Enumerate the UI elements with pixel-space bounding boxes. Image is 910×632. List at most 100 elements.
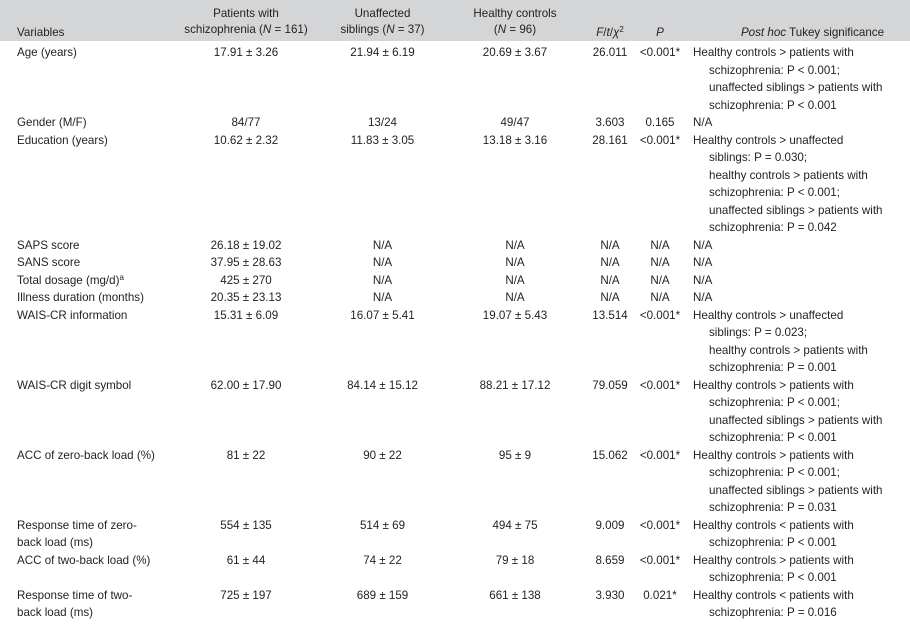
header-row: Variables Patients with schizophrenia (N… <box>0 0 910 44</box>
cell-stat: 13.514 <box>592 308 628 322</box>
cell-siblings: 11.83 ± 3.05 <box>350 133 415 147</box>
cell-p: <0.001* <box>639 553 681 567</box>
cell-patients: 15.31 ± 6.09 <box>213 308 279 322</box>
table-row: ACC of zero-back load (%) 81 ± 22 90 ± 22 9… <box>0 447 910 517</box>
cell-siblings: 689 ± 159 <box>356 588 409 602</box>
cell-p: 0.165 <box>645 116 675 129</box>
cell-variable: Age (years) <box>17 46 77 59</box>
cell-p: <0.001* <box>639 378 681 392</box>
table-row: WAIS-CR digit symbol 62.00 ± 17.90 84.14 ±… <box>0 377 910 447</box>
cell-siblings: 21.94 ± 6.19 <box>350 46 415 59</box>
header-variables: Variables <box>17 26 65 39</box>
cell-posthoc: Healthy controls > patients with schizoph… <box>693 378 883 445</box>
cell-variable: WAIS-CR digit symbol <box>17 378 132 392</box>
table-row: SANS score 37.95 ± 28.63 N/A N/A N/A N/A N/A <box>0 254 910 272</box>
cell-variable: SANS score <box>17 256 81 269</box>
cell-patients: 84/77 <box>231 116 261 129</box>
cell-posthoc: N/A <box>693 116 713 129</box>
cell-stat: 28.161 <box>592 133 628 147</box>
cell-stat: 8.659 <box>595 553 625 567</box>
table-row: Education (years) 10.62 ± 2.32 11.83 ± 3.0… <box>0 132 910 237</box>
cell-patients: 425 ± 270 <box>220 273 272 287</box>
cell-p: N/A <box>650 238 670 252</box>
cell-stat: N/A <box>600 291 620 304</box>
cell-stat: N/A <box>600 256 620 269</box>
cell-p: 0.021* <box>643 588 677 602</box>
cell-patients: 554 ± 135 <box>220 518 272 532</box>
header-statistic: F/t/χ2 <box>596 25 624 40</box>
header-posthoc: Post hoc Tukey significance <box>740 26 885 39</box>
table-row: Illness duration (months) 20.35 ± 23.13 N/… <box>0 289 910 307</box>
cell-stat: 79.059 <box>592 378 628 392</box>
header-patients: Patients with schizophrenia (N = 161) <box>184 7 308 36</box>
cell-posthoc: Healthy controls > unaffected siblings: P… <box>693 133 883 235</box>
cell-posthoc: N/A <box>693 238 713 252</box>
cell-controls: N/A <box>505 291 525 304</box>
cell-variable: ACC of two-back load (%) <box>17 553 151 567</box>
cell-p: <0.001* <box>639 46 681 59</box>
cell-controls: 49/47 <box>500 116 530 129</box>
cell-patients: 20.35 ± 23.13 <box>210 291 282 304</box>
table-row: Response time of two-back load (ms) 725 ±… <box>0 587 910 622</box>
cell-stat: 15.062 <box>592 448 628 462</box>
cell-posthoc: Healthy controls > patients with schizoph… <box>693 448 883 515</box>
cell-posthoc: Healthy controls < patients with schizoph… <box>693 518 854 550</box>
cell-stat: 9.009 <box>595 518 625 532</box>
cell-patients: 37.95 ± 28.63 <box>210 256 282 269</box>
cell-variable: ACC of zero-back load (%) <box>17 448 155 462</box>
cell-variable: Response time of two-back load (ms) <box>17 588 133 620</box>
cell-controls: 661 ± 138 <box>489 588 541 602</box>
cell-posthoc: N/A <box>693 256 713 269</box>
cell-siblings: N/A <box>372 238 393 252</box>
cell-variable: Gender (M/F) <box>17 116 87 129</box>
cell-stat: 26.011 <box>592 46 628 59</box>
table-row: Response time of zero-back load (ms) 554 … <box>0 517 910 552</box>
cell-controls: 19.07 ± 5.43 <box>482 308 548 322</box>
cell-stat: 3.603 <box>595 116 625 129</box>
cell-siblings: 84.14 ± 15.12 <box>347 378 418 392</box>
cell-controls: N/A <box>505 238 525 252</box>
cell-variable: Illness duration (months) <box>17 291 144 304</box>
table-row: WAIS-CR information 15.31 ± 6.09 16.07 ± 5… <box>0 307 910 377</box>
cell-posthoc: N/A <box>693 291 713 304</box>
cell-variable: Response time of zero-back load (ms) <box>17 518 137 550</box>
cell-posthoc: N/A <box>693 273 713 287</box>
cell-posthoc: Healthy controls > patients with schizoph… <box>693 46 883 112</box>
cell-controls: 88.21 ± 17.12 <box>479 378 551 392</box>
table-row: Total dosage (mg/d)a 425 ± 270 N/A N/A N/A N/… <box>0 272 910 290</box>
cell-posthoc: Healthy controls > unaffected siblings: P… <box>693 308 868 375</box>
cell-p: <0.001* <box>639 133 681 147</box>
cell-siblings: 90 ± 22 <box>363 448 402 462</box>
cell-p: <0.001* <box>639 448 681 462</box>
cell-controls: 79 ± 18 <box>495 553 535 567</box>
cell-patients: 10.62 ± 2.32 <box>213 133 279 147</box>
cell-patients: 62.00 ± 17.90 <box>210 378 282 392</box>
cell-controls: 13.18 ± 3.16 <box>482 133 548 147</box>
header-siblings: Unaffected siblings (N = 37) <box>340 7 425 36</box>
cell-posthoc: Healthy controls < patients with schizoph… <box>693 588 854 620</box>
cell-variable: Education (years) <box>17 133 108 147</box>
cell-siblings: 74 ± 22 <box>363 553 402 567</box>
cell-stat: N/A <box>600 238 620 252</box>
cell-p: <0.001* <box>639 308 681 322</box>
table-row: Age (years) 17.91 ± 3.26 21.94 ± 6.19 20.69… <box>0 44 910 114</box>
cell-p: N/A <box>650 256 670 269</box>
cell-p: N/A <box>650 273 670 287</box>
cell-p: N/A <box>650 291 670 304</box>
cell-controls: N/A <box>505 256 525 269</box>
header-p-value: P <box>656 26 664 39</box>
cell-stat: N/A <box>600 273 620 287</box>
cell-stat: 3.930 <box>595 588 625 602</box>
cell-siblings: N/A <box>372 256 393 269</box>
cell-siblings: N/A <box>372 273 393 287</box>
cell-variable: WAIS-CR information <box>17 308 128 322</box>
cell-controls: 494 ± 75 <box>492 518 538 532</box>
cell-siblings: 514 ± 69 <box>359 518 406 532</box>
cell-patients: 61 ± 44 <box>226 553 266 567</box>
cell-patients: 17.91 ± 3.26 <box>213 46 279 59</box>
cell-p: <0.001* <box>639 518 681 532</box>
header-controls: Healthy controls (N = 96) <box>473 7 557 36</box>
table-row: Gender (M/F) 84/77 13/24 49/47 3.603 0.165 N/A <box>0 114 910 132</box>
cell-siblings: 13/24 <box>367 116 397 129</box>
